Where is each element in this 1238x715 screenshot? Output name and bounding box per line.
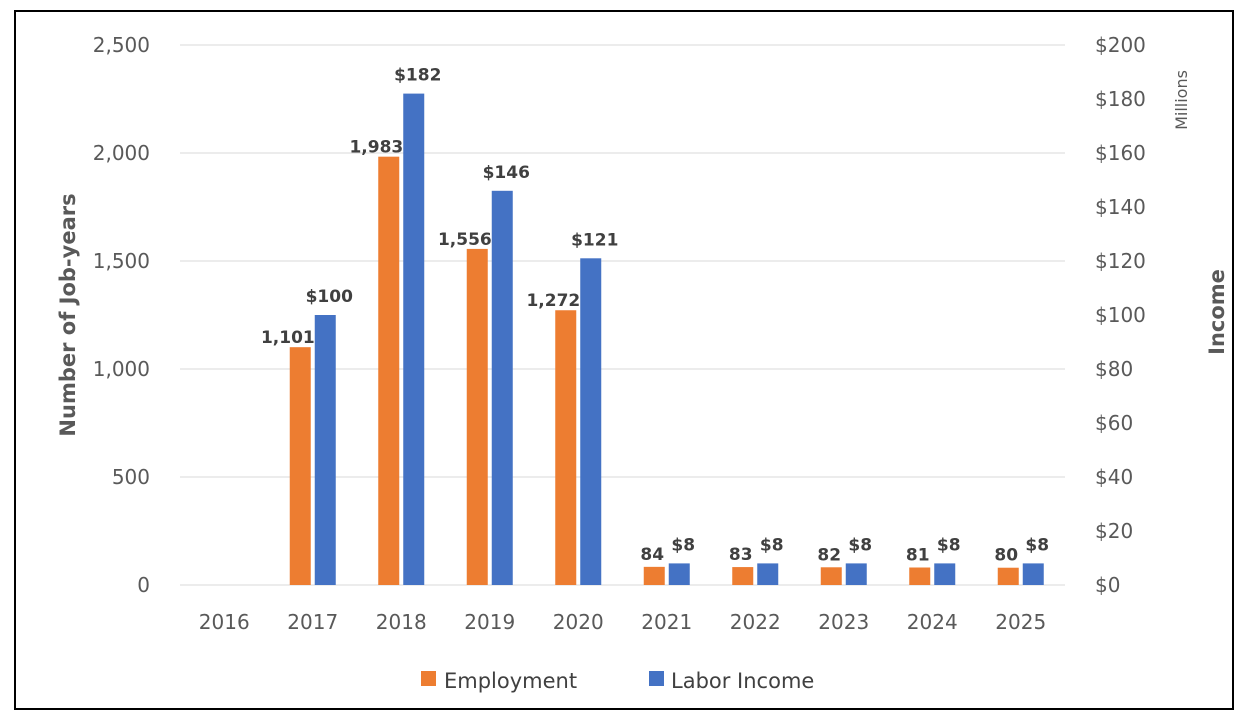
data-labels: 1,101 1,983 1,556 1,272 84 83 82 81 80 $100 $182 $1… — [261, 66, 1049, 566]
y2-tick-label: $140 — [1095, 195, 1146, 219]
employment-bar — [997, 567, 1019, 585]
labor-income-bar — [845, 563, 867, 585]
employment-bar — [289, 347, 311, 585]
labor-income-bar — [934, 563, 956, 585]
labor-income-bar — [403, 93, 425, 585]
y2-tick-label: $120 — [1095, 249, 1146, 273]
employment-data-label: 80 — [994, 546, 1018, 566]
x-tick-label: 2023 — [818, 610, 869, 634]
legend-label-labor-income: Labor Income — [671, 669, 814, 693]
employment-data-label: 81 — [906, 546, 930, 566]
x-tick-label: 2016 — [199, 610, 250, 634]
y2-tick-label: $160 — [1095, 141, 1146, 165]
labor-income-data-label: $182 — [394, 66, 441, 86]
x-tick-label: 2025 — [995, 610, 1046, 634]
y-tick-label: 2,500 — [93, 33, 150, 57]
y-axis-left: 0 500 1,000 1,500 2,000 2,500 — [93, 33, 150, 597]
x-tick-label: 2017 — [287, 610, 338, 634]
x-tick-label: 2018 — [376, 610, 427, 634]
x-tick-label: 2024 — [907, 610, 958, 634]
legend: Employment Labor Income — [421, 669, 814, 693]
x-tick-label: 2022 — [730, 610, 781, 634]
y2-axis-title: Income — [1205, 269, 1229, 355]
x-tick-label: 2020 — [553, 610, 604, 634]
y-axis-title: Number of Job-years — [56, 193, 80, 436]
y-tick-label: 0 — [137, 573, 150, 597]
employment-data-label: 82 — [817, 545, 841, 565]
y2-tick-label: $20 — [1095, 519, 1133, 543]
labor-income-data-label: $121 — [571, 230, 618, 250]
chart-frame — [14, 10, 1234, 710]
y2-tick-label: $0 — [1095, 573, 1120, 597]
gridlines — [180, 44, 1065, 586]
employment-bar — [643, 566, 665, 585]
legend-swatch-labor-income — [649, 671, 664, 686]
labor-income-data-label: $8 — [937, 535, 961, 555]
labor-income-data-label: $8 — [1025, 535, 1049, 555]
y2-axis-unit: Millions — [1172, 70, 1191, 130]
legend-swatch-employment — [421, 671, 436, 686]
x-axis: 2016 2017 2018 2019 2020 2021 2022 2023 2024 2025 — [199, 610, 1046, 634]
y-tick-label: 1,000 — [93, 357, 150, 381]
labor-income-data-label: $8 — [671, 535, 695, 555]
labor-income-bar — [491, 190, 513, 586]
labor-income-bar — [757, 563, 779, 585]
y2-tick-label: $80 — [1095, 357, 1133, 381]
employment-data-label: 84 — [640, 545, 664, 565]
employment-data-label: 1,983 — [349, 138, 403, 158]
y2-tick-label: $40 — [1095, 465, 1133, 489]
y2-tick-label: $200 — [1095, 33, 1146, 57]
x-tick-label: 2019 — [464, 610, 515, 634]
employment-data-label: 1,556 — [438, 230, 492, 250]
labor-income-data-label: $146 — [483, 163, 530, 183]
labor-income-data-label: $100 — [306, 287, 353, 307]
employment-data-label: 83 — [729, 545, 753, 565]
employment-bar — [378, 156, 400, 585]
labor-income-bar — [314, 315, 336, 585]
employment-bar — [820, 567, 842, 585]
y2-tick-label: $180 — [1095, 87, 1146, 111]
employment-data-label: 1,272 — [526, 291, 580, 311]
x-tick-label: 2021 — [641, 610, 692, 634]
labor-income-bar — [580, 258, 602, 585]
bars — [289, 93, 1044, 586]
employment-data-label: 1,101 — [261, 328, 315, 348]
labor-income-data-label: $8 — [760, 535, 784, 555]
labor-income-bar — [1022, 563, 1044, 585]
labor-income-bar — [668, 563, 690, 585]
legend-label-employment: Employment — [444, 669, 577, 693]
y2-tick-label: $100 — [1095, 303, 1146, 327]
y-tick-label: 500 — [112, 465, 150, 489]
y-axis-right: $0 $20 $40 $60 $80 $100 $120 $140 $160 $180 $200 — [1095, 33, 1146, 597]
employment-bar — [732, 567, 754, 585]
employment-bar — [555, 310, 577, 585]
employment-bar — [466, 248, 488, 586]
y2-tick-label: $60 — [1095, 411, 1133, 435]
y-tick-label: 1,500 — [93, 249, 150, 273]
employment-bar — [909, 567, 931, 585]
y-tick-label: 2,000 — [93, 141, 150, 165]
labor-income-data-label: $8 — [848, 535, 872, 555]
